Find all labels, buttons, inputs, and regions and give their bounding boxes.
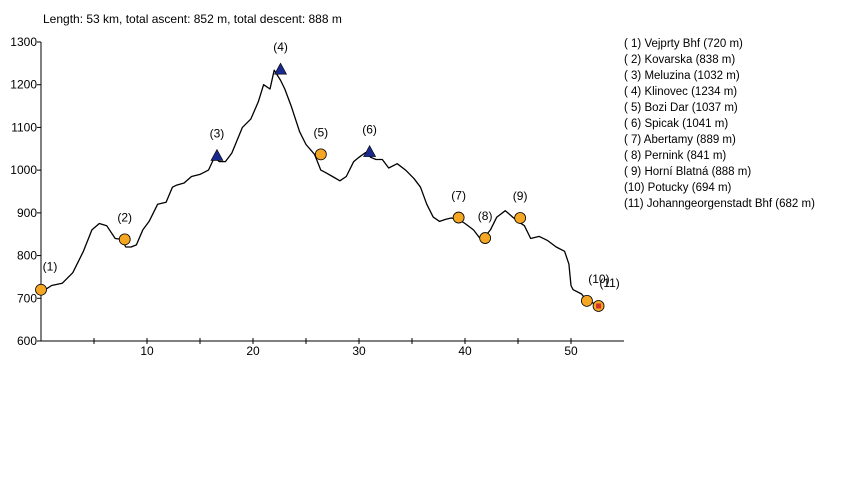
end-marker-square	[596, 303, 602, 309]
waypoint-label: (6)	[362, 123, 377, 137]
y-tick-label: 800	[17, 249, 37, 263]
x-tick-label: 20	[246, 344, 260, 358]
y-tick-label: 1100	[11, 120, 37, 134]
waypoint-circle-marker	[479, 232, 492, 244]
legend-entry: ( 4) Klinovec (1234 m)	[624, 86, 738, 98]
legend-entry: (11) Johanngeorgenstadt Bhf (682 m)	[624, 198, 815, 210]
legend-entry: ( 9) Horní Blatná (888 m)	[624, 166, 752, 178]
y-tick-label: 900	[17, 206, 37, 220]
waypoint-triangle-marker	[274, 62, 288, 75]
route-summary: Length: 53 km, total ascent: 852 m, tota…	[43, 12, 342, 26]
y-tick-label: 700	[17, 291, 37, 305]
waypoint-circle-marker	[452, 211, 465, 224]
legend-entry: (10) Potucky (694 m)	[624, 182, 732, 194]
x-tick-label: 50	[564, 344, 578, 358]
x-tick-label: 40	[458, 344, 472, 358]
waypoint-circle-marker	[314, 148, 327, 161]
waypoint-circle-marker	[581, 294, 593, 307]
waypoint-label: (3)	[210, 126, 225, 140]
x-tick-label: 10	[140, 344, 154, 358]
legend-entry: ( 8) Pernink (841 m)	[624, 150, 727, 162]
waypoint-label: (5)	[314, 125, 329, 139]
waypoint-label: (9)	[513, 189, 528, 203]
waypoint-label: (11)	[599, 276, 619, 290]
waypoint-label: (4)	[273, 40, 288, 54]
waypoint-label: (7)	[451, 189, 466, 203]
y-tick-label: 1300	[10, 35, 37, 49]
x-tick-label: 30	[352, 344, 366, 358]
y-tick-label: 600	[17, 334, 37, 348]
waypoint-circle-marker	[35, 283, 47, 296]
waypoint-triangle-marker	[363, 145, 377, 157]
waypoint-label: (10)	[588, 272, 609, 286]
legend-entry: ( 3) Meluzina (1032 m)	[624, 70, 740, 82]
legend-entry: ( 7) Abertamy (889 m)	[624, 134, 736, 146]
legend-entry: ( 2) Kovarska (838 m)	[624, 54, 736, 66]
waypoint-circle-marker	[514, 212, 527, 224]
waypoint-legend: ( 1) Vejprty Bhf (720 m) ( 2) Kovarska (8…	[624, 36, 815, 212]
waypoint-label: (2)	[117, 210, 132, 224]
elevation-line	[40, 69, 598, 307]
y-tick-label: 1200	[10, 78, 37, 92]
waypoint-triangle-marker	[210, 148, 224, 161]
waypoint-circle-marker	[118, 233, 131, 246]
legend-entry: ( 5) Bozi Dar (1037 m)	[624, 102, 738, 114]
legend-entry: ( 6) Spicak (1041 m)	[624, 118, 729, 130]
waypoint-label: (8)	[478, 209, 493, 223]
y-tick-label: 1000	[10, 163, 37, 177]
legend-entry: ( 1) Vejprty Bhf (720 m)	[624, 38, 743, 50]
waypoint-label: (1)	[43, 260, 58, 274]
